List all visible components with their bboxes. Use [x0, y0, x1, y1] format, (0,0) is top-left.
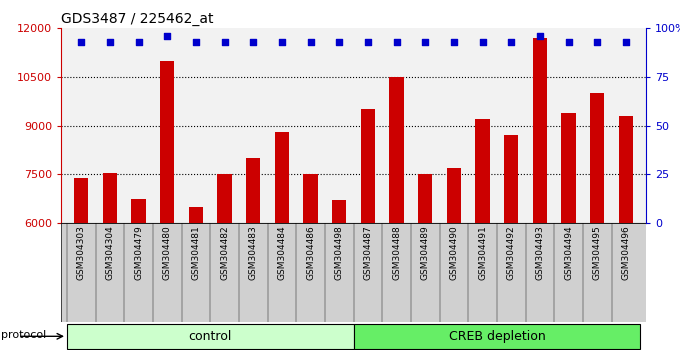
- Bar: [447, 168, 461, 223]
- Point: [449, 39, 460, 45]
- Bar: [590, 93, 605, 223]
- Text: GSM304482: GSM304482: [220, 225, 229, 280]
- Point: [105, 39, 116, 45]
- Text: GSM304488: GSM304488: [392, 225, 401, 280]
- Point: [190, 39, 201, 45]
- Bar: [160, 61, 175, 223]
- Bar: [504, 136, 518, 223]
- Point: [592, 39, 602, 45]
- Bar: [246, 158, 260, 223]
- Text: GSM304490: GSM304490: [449, 225, 458, 280]
- Bar: [390, 77, 404, 223]
- Text: CREB depletion: CREB depletion: [449, 330, 545, 343]
- Text: GSM304480: GSM304480: [163, 225, 172, 280]
- Point: [162, 33, 173, 39]
- Bar: [131, 199, 146, 223]
- Text: GSM304481: GSM304481: [192, 225, 201, 280]
- Text: protocol: protocol: [1, 330, 47, 339]
- Text: GSM304495: GSM304495: [593, 225, 602, 280]
- Point: [334, 39, 345, 45]
- Point: [477, 39, 488, 45]
- Bar: [418, 175, 432, 223]
- Point: [420, 39, 430, 45]
- Bar: [562, 113, 576, 223]
- Bar: [189, 207, 203, 223]
- Point: [534, 33, 545, 39]
- Bar: [475, 119, 490, 223]
- Bar: [218, 175, 232, 223]
- Bar: [67, 324, 354, 349]
- Text: GSM304487: GSM304487: [363, 225, 373, 280]
- Text: GSM304492: GSM304492: [507, 225, 515, 280]
- Point: [620, 39, 631, 45]
- Point: [506, 39, 517, 45]
- Text: GSM304479: GSM304479: [134, 225, 143, 280]
- Point: [563, 39, 574, 45]
- Bar: [354, 324, 641, 349]
- Text: GSM304483: GSM304483: [249, 225, 258, 280]
- Bar: [275, 132, 289, 223]
- Text: GSM304496: GSM304496: [622, 225, 630, 280]
- Text: GSM304486: GSM304486: [306, 225, 315, 280]
- Text: GSM304304: GSM304304: [105, 225, 114, 280]
- Text: GSM304493: GSM304493: [535, 225, 545, 280]
- Point: [305, 39, 316, 45]
- Point: [277, 39, 288, 45]
- Text: GSM304484: GSM304484: [277, 225, 286, 280]
- Bar: [103, 173, 117, 223]
- Text: GSM304303: GSM304303: [77, 225, 86, 280]
- Bar: [74, 178, 88, 223]
- Point: [76, 39, 87, 45]
- Text: GSM304498: GSM304498: [335, 225, 344, 280]
- Text: control: control: [188, 330, 232, 343]
- Text: GSM304494: GSM304494: [564, 225, 573, 280]
- Bar: [332, 200, 346, 223]
- Bar: [532, 38, 547, 223]
- Bar: [303, 175, 318, 223]
- Bar: [361, 109, 375, 223]
- Bar: [619, 116, 633, 223]
- Point: [248, 39, 258, 45]
- Text: GSM304491: GSM304491: [478, 225, 487, 280]
- Point: [391, 39, 402, 45]
- Point: [219, 39, 230, 45]
- Bar: [61, 223, 646, 322]
- Point: [362, 39, 373, 45]
- Point: [133, 39, 144, 45]
- Text: GDS3487 / 225462_at: GDS3487 / 225462_at: [61, 12, 214, 26]
- Text: GSM304489: GSM304489: [421, 225, 430, 280]
